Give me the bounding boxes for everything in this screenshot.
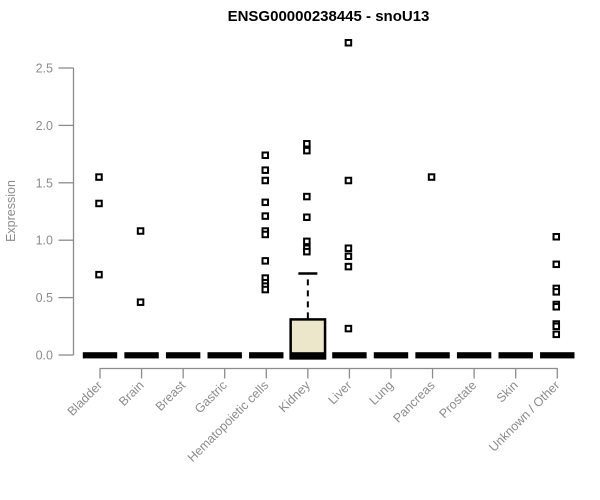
zero-median-bar xyxy=(456,352,492,359)
outlier-point xyxy=(552,330,561,339)
zero-median-bar xyxy=(124,352,159,359)
outlier-point xyxy=(344,262,353,271)
x-tick-label: Kidney xyxy=(276,378,313,415)
outlier-point xyxy=(261,176,270,185)
outlier-point xyxy=(261,198,270,207)
x-tick-label: Hematopoietic cells xyxy=(185,378,272,465)
zero-median-bar xyxy=(498,352,533,359)
y-tick-label: 1.0 xyxy=(36,234,53,248)
zero-median-bar xyxy=(165,352,201,359)
outlier-point xyxy=(95,199,103,208)
outlier-point xyxy=(303,146,311,155)
outlier-point xyxy=(261,257,270,265)
outlier-point xyxy=(261,166,270,174)
outlier-point xyxy=(552,303,561,311)
outlier-point xyxy=(261,230,270,239)
outlier-point xyxy=(261,151,270,159)
outlier-point xyxy=(303,140,311,148)
outlier-point xyxy=(344,252,353,261)
outlier-point xyxy=(136,298,145,306)
y-tick-label: 0.5 xyxy=(36,291,53,305)
outlier-point xyxy=(303,247,311,256)
outlier-point xyxy=(427,173,436,181)
chart-title: ENSG00000238445 - snoU13 xyxy=(227,8,430,25)
x-tick-label: Skin xyxy=(494,378,521,405)
x-tick-label: Lung xyxy=(367,378,397,408)
x-tick-label: Brain xyxy=(116,378,147,409)
y-tick-label: 1.5 xyxy=(36,176,53,190)
outlier-point xyxy=(261,212,270,220)
zero-median-bar xyxy=(249,352,284,359)
y-tick-label: 2.0 xyxy=(36,119,53,133)
zero-median-bar xyxy=(290,352,326,359)
x-tick-label: Liver xyxy=(325,378,354,407)
x-tick-label: Gastric xyxy=(192,378,230,416)
outlier-point xyxy=(552,322,561,331)
x-tick-label: Bladder xyxy=(65,378,105,418)
outlier-point xyxy=(344,244,353,252)
zero-median-bar xyxy=(332,352,367,359)
x-tick-label: Pancreas xyxy=(390,378,437,425)
outlier-point xyxy=(261,285,270,294)
outlier-point xyxy=(552,288,561,296)
x-tick-label: Prostate xyxy=(436,378,479,421)
outlier-point xyxy=(344,38,353,47)
outlier-point xyxy=(303,213,311,221)
outlier-point xyxy=(344,176,353,185)
zero-median-bar xyxy=(540,352,575,359)
y-axis-title: Expression xyxy=(4,180,18,242)
zero-median-bar xyxy=(415,352,450,359)
y-tick-label: 2.5 xyxy=(36,62,53,76)
outlier-point xyxy=(95,173,103,181)
outlier-point xyxy=(344,324,353,333)
outlier-point xyxy=(136,227,145,235)
box xyxy=(289,318,327,360)
zero-median-bar xyxy=(82,352,118,359)
x-tick-label: Unknown / Other xyxy=(486,378,562,454)
outlier-point xyxy=(552,233,561,241)
x-tick-label: Breast xyxy=(153,378,189,414)
y-tick-label: 0.0 xyxy=(36,349,53,363)
outlier-point xyxy=(552,260,561,269)
zero-median-bar xyxy=(207,352,242,359)
outlier-point xyxy=(303,192,311,201)
zero-median-bar xyxy=(373,352,409,359)
outlier-point xyxy=(95,270,103,279)
outlier-point xyxy=(303,237,311,246)
